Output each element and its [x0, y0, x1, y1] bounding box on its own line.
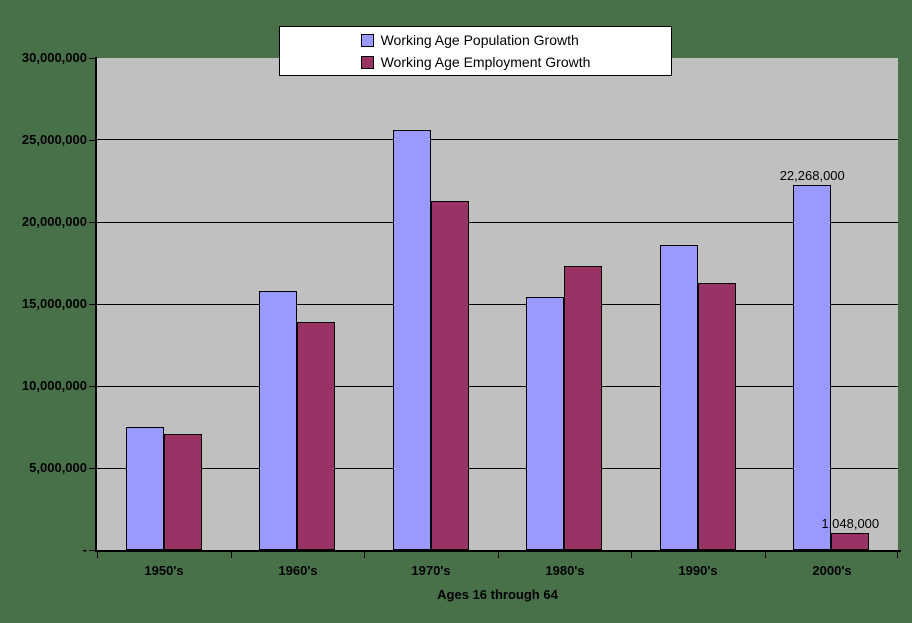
bar-data-label: 1,048,000 [821, 515, 880, 531]
bar [659, 244, 698, 550]
y-tick-mark [89, 468, 97, 469]
y-tick-mark [89, 222, 97, 223]
y-tick-label: - [82, 542, 87, 557]
y-tick-mark [89, 140, 97, 141]
bar [125, 427, 164, 550]
bar: 22,268,000 [780, 168, 845, 550]
x-tick-label: 1990's [678, 563, 718, 578]
y-tick-label: 25,000,000 [21, 132, 87, 147]
y-tick-label: 20,000,000 [21, 214, 87, 229]
bar: 1,048,000 [821, 516, 879, 550]
bar [392, 130, 431, 550]
bar-group-1960s [230, 58, 363, 550]
bar [430, 200, 469, 550]
bar [163, 433, 202, 550]
y-gridline [97, 386, 898, 387]
x-tick-label: 1950's [144, 563, 184, 578]
y-gridline [97, 468, 898, 469]
y-gridline [97, 139, 898, 140]
bar [564, 266, 603, 550]
bar [259, 290, 298, 550]
x-axis-title: Ages 16 through 64 [437, 587, 558, 602]
bar-group-1950s [97, 58, 230, 550]
x-tick-mark [97, 552, 98, 558]
y-tick-label: 10,000,000 [21, 378, 87, 393]
y-tick-mark [89, 550, 97, 551]
bar [297, 322, 336, 550]
x-tick-mark [897, 552, 898, 558]
bar-group-1990s [631, 58, 764, 550]
y-tick-label: 15,000,000 [21, 296, 87, 311]
x-tick-label: 1980's [545, 563, 585, 578]
legend-label: Working Age Population Growth [380, 31, 579, 48]
y-tick-mark [89, 386, 97, 387]
x-tick-label: 1970's [411, 563, 451, 578]
x-tick-label: 1960's [278, 563, 318, 578]
x-tick-mark [498, 552, 499, 558]
y-gridline [97, 304, 898, 305]
y-tick-mark [89, 58, 97, 59]
legend-label: Working Age Employment Growth [380, 53, 591, 70]
x-tick-mark [231, 552, 232, 558]
x-tick-mark [765, 552, 766, 558]
bar-data-label: 22,268,000 [779, 167, 845, 183]
bar [526, 297, 565, 550]
legend: Working Age Population Growth Working Age… [279, 26, 672, 76]
legend-item: Working Age Employment Growth [360, 53, 591, 70]
legend-swatch-icon [360, 33, 374, 47]
legend-swatch-icon [360, 55, 374, 69]
bar-group-1970s [364, 58, 497, 550]
legend-item: Working Age Population Growth [360, 31, 591, 48]
y-tick-label: 30,000,000 [21, 50, 87, 65]
x-tick-mark [631, 552, 632, 558]
bar-group-2000s: 22,268,000 1,048,000 [765, 58, 898, 550]
x-axis-line [95, 550, 901, 552]
bar-group-1980s [498, 58, 631, 550]
legend-items: Working Age Population Growth Working Age… [360, 31, 591, 70]
bar [697, 282, 736, 550]
y-gridline [97, 222, 898, 223]
y-tick-label: 5,000,000 [29, 460, 87, 475]
y-tick-mark [89, 304, 97, 305]
x-tick-label: 2000's [812, 563, 852, 578]
plot-area: 22,268,000 1,048,000 [97, 58, 898, 550]
x-tick-mark [364, 552, 365, 558]
